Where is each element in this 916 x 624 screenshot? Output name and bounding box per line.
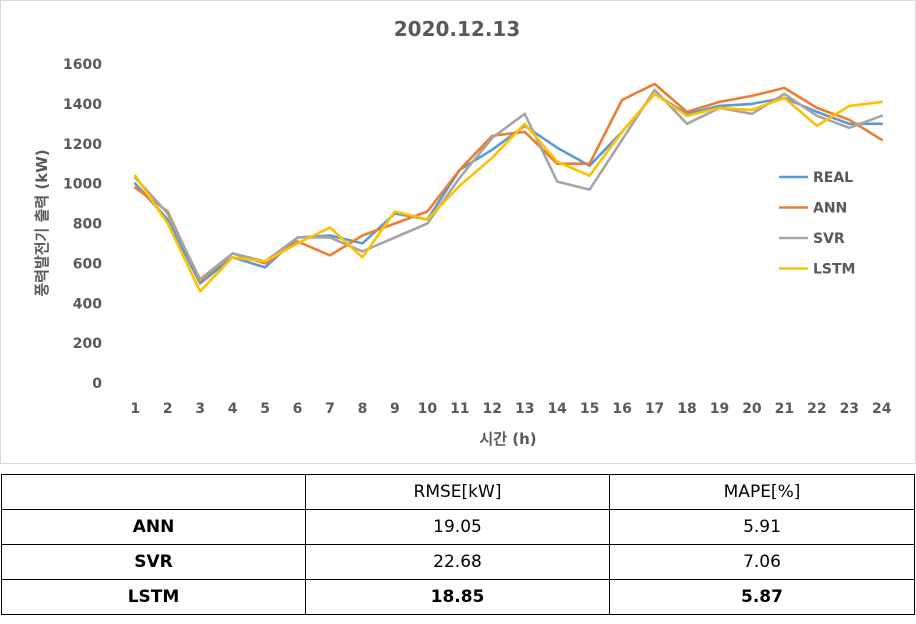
- series-line-svr: [133, 88, 884, 281]
- y-axis-title: 풍력발전기 출력 (kW): [33, 149, 51, 296]
- x-tick-label: 8: [358, 401, 368, 417]
- x-tick-label: 24: [872, 401, 892, 417]
- row-label-svr: SVR: [1, 544, 306, 580]
- y-tick-label: 800: [73, 217, 102, 233]
- table-row-lstm: LSTM 18.85 5.87: [1, 579, 915, 615]
- rmse-lstm: 18.85: [305, 579, 610, 615]
- mape-ann: 5.91: [609, 509, 915, 545]
- x-axis-title: 시간 (h): [479, 430, 536, 448]
- x-tick-label: 6: [293, 401, 303, 417]
- x-tick-label: 15: [580, 401, 599, 417]
- x-tick-label: 12: [483, 401, 502, 417]
- y-tick-label: 1400: [63, 97, 102, 113]
- x-tick-label: 22: [807, 401, 826, 417]
- x-tick-label: 2: [163, 401, 173, 417]
- x-tick-label: 17: [645, 401, 664, 417]
- x-tick-label: 9: [390, 401, 400, 417]
- series-line-real: [133, 92, 884, 285]
- y-tick-label: 400: [73, 296, 102, 312]
- legend-label-svr: SVR: [813, 231, 845, 247]
- x-tick-label: 13: [515, 401, 534, 417]
- legend-label-lstm: LSTM: [813, 262, 856, 278]
- results-table: RMSE[kW] MAPE[%] ANN 19.05 5.91 SVR 22.6…: [1, 474, 915, 615]
- x-tick-label: 3: [195, 401, 205, 417]
- chart-title: 2020.12.13: [394, 17, 521, 41]
- x-tick-label: 11: [450, 401, 469, 417]
- table-header-mape: MAPE[%]: [609, 474, 915, 510]
- x-tick-label: 23: [840, 401, 859, 417]
- table-header-row: RMSE[kW] MAPE[%]: [1, 474, 915, 510]
- y-tick-label: 1000: [63, 177, 102, 193]
- x-tick-label: 16: [612, 401, 631, 417]
- table-row-svr: SVR 22.68 7.06: [1, 544, 915, 580]
- y-tick-label: 200: [73, 336, 102, 352]
- chart-area: 2020.12.13 0 200 400 600 800 1000 1200 1400 1600…: [0, 0, 916, 464]
- table-header-empty: [1, 474, 306, 510]
- mape-lstm: 5.87: [609, 579, 915, 615]
- mape-svr: 7.06: [609, 544, 915, 580]
- row-label-ann: ANN: [1, 509, 306, 545]
- x-tick-label: 20: [742, 401, 762, 417]
- x-tick-label: 14: [547, 401, 567, 417]
- legend-label-real: REAL: [813, 170, 853, 186]
- rmse-svr: 22.68: [305, 544, 610, 580]
- x-tick-label: 18: [677, 401, 696, 417]
- y-tick-label: 1200: [63, 137, 102, 153]
- row-label-lstm: LSTM: [1, 579, 306, 615]
- rmse-ann: 19.05: [305, 509, 610, 545]
- table-header-rmse: RMSE[kW]: [305, 474, 610, 510]
- x-tick-label: 10: [418, 401, 438, 417]
- line-chart: 2020.12.13 0 200 400 600 800 1000 1200 1400 1600…: [33, 17, 892, 448]
- series-line-lstm: [133, 92, 884, 293]
- table-row-ann: ANN 19.05 5.91: [1, 509, 915, 545]
- series-line-ann: [133, 82, 884, 283]
- x-tick-label: 5: [260, 401, 270, 417]
- x-tick-label: 19: [710, 401, 729, 417]
- y-tick-label: 1600: [63, 57, 102, 73]
- x-tick-label: 21: [775, 401, 794, 417]
- x-tick-label: 1: [130, 401, 140, 417]
- x-tick-label: 4: [228, 401, 238, 417]
- y-tick-label: 0: [92, 376, 102, 392]
- y-tick-label: 600: [73, 256, 102, 272]
- legend-label-ann: ANN: [813, 201, 847, 217]
- x-tick-label: 7: [325, 401, 335, 417]
